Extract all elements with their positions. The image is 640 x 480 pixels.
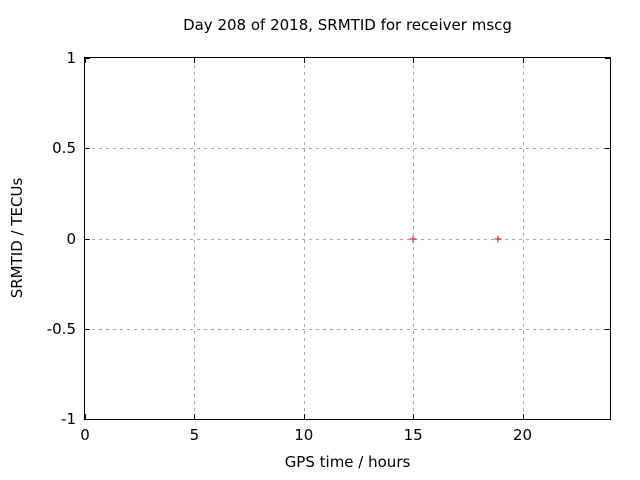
y-tick-mark [85, 58, 90, 59]
x-tick-label: 20 [512, 426, 533, 444]
y-tick-mark [85, 148, 90, 150]
y-tick-mark [605, 58, 610, 59]
y-gridline [85, 238, 610, 240]
x-tick-mark [522, 58, 524, 63]
x-tick-mark [194, 414, 196, 419]
x-tick-label: 5 [189, 426, 200, 444]
y-tick-label: -1 [61, 410, 76, 428]
y-tick-mark [85, 419, 90, 420]
x-tick-mark [413, 414, 415, 419]
y-gridline [85, 328, 610, 330]
y-tick-label: 0.5 [52, 139, 76, 158]
x-tick-mark [303, 414, 305, 419]
x-tick-mark [413, 58, 415, 63]
x-tick-mark [303, 58, 305, 63]
y-gridline [85, 148, 610, 150]
y-tick-label: -0.5 [46, 319, 76, 338]
y-axis-label: SRMTID / TECUs [8, 177, 26, 299]
x-tick-label: 15 [403, 426, 423, 444]
y-tick-mark [605, 419, 610, 420]
x-tick-mark [194, 58, 196, 63]
data-point-marker [409, 235, 417, 242]
x-axis-label: GPS time / hours [284, 453, 411, 471]
chart-title: Day 208 of 2018, SRMTID for receiver msc… [183, 16, 512, 34]
x-tick-label: 0 [80, 426, 90, 444]
y-tick-label: 1 [66, 49, 76, 67]
y-tick-mark [605, 328, 610, 330]
plot-area: 0 5 10 15 20 -1 -0.5 0 0.5 1 [47, 49, 611, 444]
data-point-marker [494, 235, 502, 242]
x-tick-mark [85, 58, 86, 63]
y-tick-mark [605, 238, 610, 240]
y-tick-mark [85, 328, 90, 330]
x-tick-mark [85, 414, 86, 419]
x-tick-label: 10 [294, 426, 314, 444]
y-tick-mark [605, 148, 610, 150]
y-tick-mark [85, 238, 90, 240]
x-tick-mark [522, 414, 524, 419]
y-tick-label: 0 [66, 229, 76, 248]
